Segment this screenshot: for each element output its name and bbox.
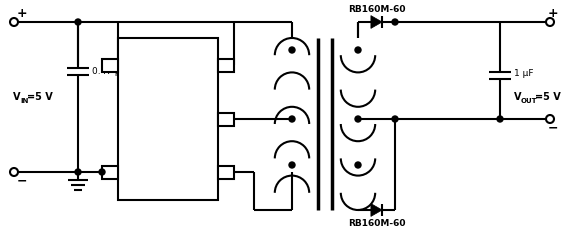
Bar — [218, 113, 234, 126]
Text: GND: GND — [144, 60, 168, 70]
Circle shape — [355, 116, 361, 122]
Text: V: V — [514, 92, 522, 102]
Circle shape — [10, 18, 18, 26]
Text: RB160M-60: RB160M-60 — [348, 219, 405, 228]
Circle shape — [289, 162, 295, 168]
Text: 4: 4 — [107, 168, 113, 176]
Text: =5 V: =5 V — [27, 92, 53, 102]
Text: 2: 2 — [223, 114, 229, 124]
Circle shape — [10, 168, 18, 176]
Circle shape — [289, 116, 295, 122]
Text: RB160M-60: RB160M-60 — [348, 5, 405, 13]
Text: VD2: VD2 — [149, 167, 171, 177]
Circle shape — [355, 47, 361, 53]
Circle shape — [546, 115, 554, 123]
Bar — [218, 166, 234, 179]
Bar — [118, 38, 218, 200]
Text: V: V — [13, 92, 20, 102]
Text: VD1: VD1 — [149, 60, 171, 70]
Circle shape — [75, 169, 81, 175]
Text: GND: GND — [144, 167, 168, 177]
Circle shape — [75, 19, 81, 25]
Circle shape — [546, 18, 554, 26]
Bar — [218, 59, 234, 72]
Text: −: − — [548, 121, 558, 135]
Circle shape — [99, 169, 105, 175]
Text: 1: 1 — [223, 60, 229, 70]
Text: IN: IN — [20, 98, 28, 104]
Polygon shape — [371, 16, 382, 28]
Circle shape — [289, 47, 295, 53]
Text: VIN: VIN — [150, 114, 170, 124]
Bar — [102, 59, 118, 72]
Bar — [102, 166, 118, 179]
Text: +: + — [17, 6, 28, 20]
Text: −: − — [17, 174, 28, 188]
Text: 3: 3 — [223, 168, 229, 176]
Circle shape — [392, 19, 398, 25]
Text: =5 V: =5 V — [535, 92, 561, 102]
Circle shape — [355, 162, 361, 168]
Polygon shape — [371, 204, 382, 216]
Circle shape — [497, 116, 503, 122]
Text: 5: 5 — [107, 60, 113, 70]
Text: OUT: OUT — [521, 98, 538, 104]
Text: +: + — [548, 6, 558, 20]
Text: 1 μF: 1 μF — [514, 69, 534, 77]
Circle shape — [392, 116, 398, 122]
Text: 0.47 μF: 0.47 μF — [92, 66, 126, 76]
